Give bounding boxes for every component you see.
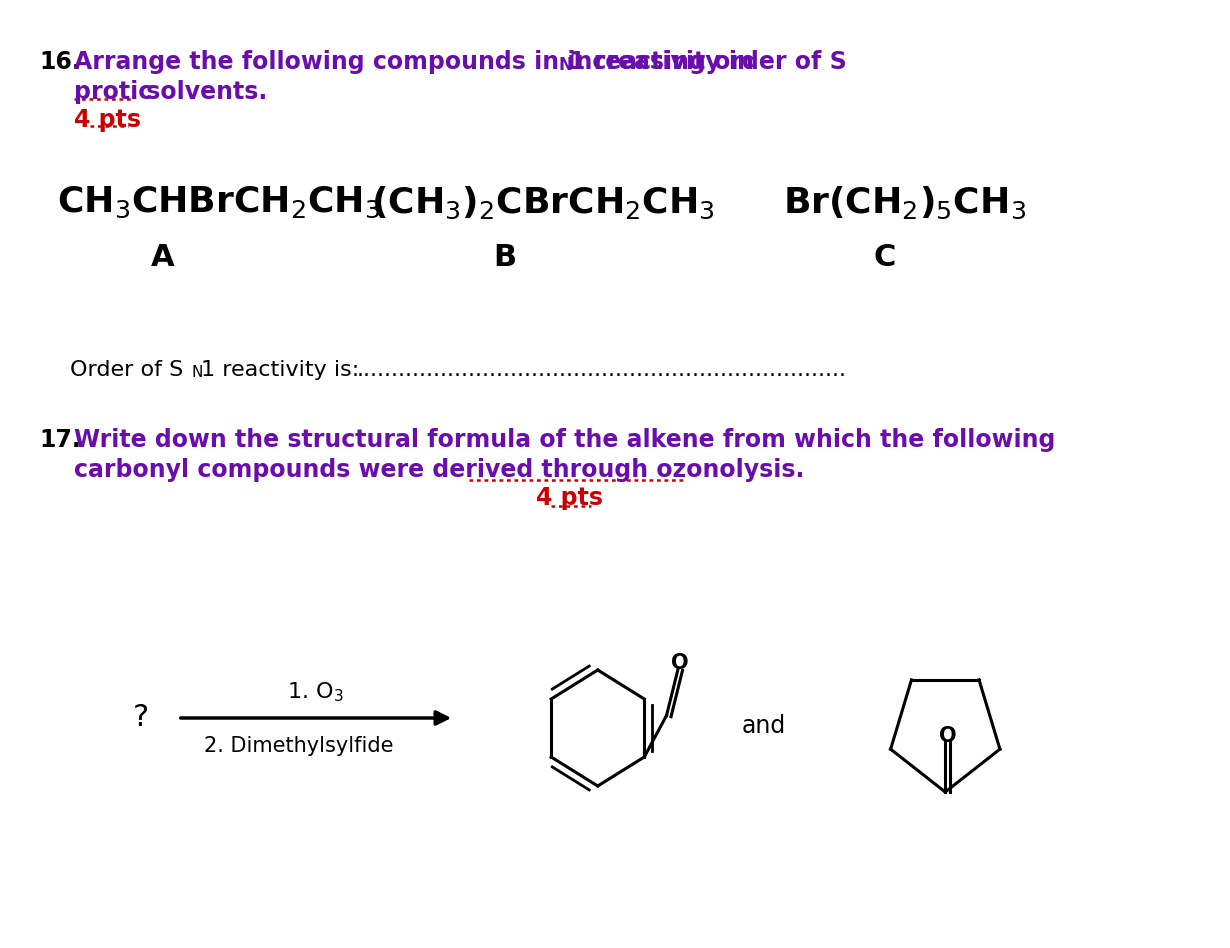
Text: 16.: 16.	[39, 50, 81, 74]
Text: carbonyl compounds were derived through ozonolysis.: carbonyl compounds were derived through …	[74, 458, 804, 482]
Text: 1. O$_3$: 1. O$_3$	[287, 680, 343, 703]
Text: N: N	[558, 56, 573, 74]
Text: solvents.: solvents.	[138, 80, 267, 104]
Text: 2. Dimethylsylfide: 2. Dimethylsylfide	[204, 736, 394, 756]
Text: Write down the structural formula of the alkene from which the following: Write down the structural formula of the…	[74, 428, 1055, 452]
Text: Br(CH$_2$)$_5$CH$_3$: Br(CH$_2$)$_5$CH$_3$	[784, 185, 1026, 221]
Text: ......................................................................: ........................................…	[357, 360, 846, 380]
Text: and: and	[742, 714, 786, 738]
Text: N: N	[192, 365, 203, 380]
Text: 4 pts: 4 pts	[535, 486, 603, 510]
Text: Order of S: Order of S	[70, 360, 183, 380]
Text: CH$_3$CHBrCH$_2$CH$_3$: CH$_3$CHBrCH$_2$CH$_3$	[58, 185, 381, 220]
Text: O: O	[672, 653, 689, 673]
Text: O: O	[938, 726, 957, 746]
Text: 1 reactivity is:: 1 reactivity is:	[200, 360, 359, 380]
Text: 4 pts: 4 pts	[74, 108, 141, 132]
Text: A: A	[150, 243, 173, 272]
Text: 17.: 17.	[39, 428, 81, 452]
Text: Arrange the following compounds in increasing order of S: Arrange the following compounds in incre…	[74, 50, 847, 74]
Text: B: B	[493, 243, 517, 272]
Text: C: C	[873, 243, 897, 272]
Text: (CH$_3$)$_2$CBrCH$_2$CH$_3$: (CH$_3$)$_2$CBrCH$_2$CH$_3$	[370, 185, 715, 221]
Text: ?: ?	[133, 703, 149, 733]
Text: protic: protic	[74, 80, 153, 104]
Text: 1 reactivity in: 1 reactivity in	[569, 50, 754, 74]
